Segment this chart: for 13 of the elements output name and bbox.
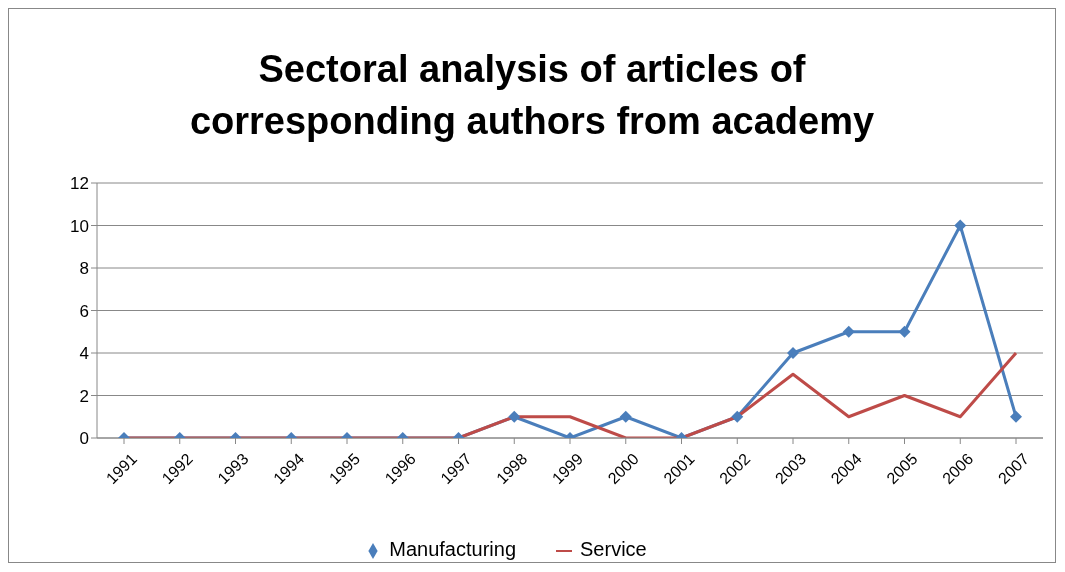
y-tick-label: 6 — [79, 301, 89, 321]
point — [898, 325, 911, 338]
y-tick-label: 0 — [79, 429, 89, 449]
legend-label: Service — [580, 538, 647, 560]
y-tick-label: 2 — [79, 386, 89, 406]
point — [842, 325, 855, 338]
y-tick-label: 8 — [79, 259, 89, 279]
point — [787, 347, 799, 359]
y-tick-label: 10 — [70, 216, 89, 236]
legend-label: Manufacturing — [389, 538, 517, 560]
y-tick-label: 12 — [70, 174, 89, 194]
chart-title: Sectoral analysis of articles of corresponding authors from academy — [188, 47, 876, 144]
y-tick-label: 4 — [79, 344, 89, 364]
